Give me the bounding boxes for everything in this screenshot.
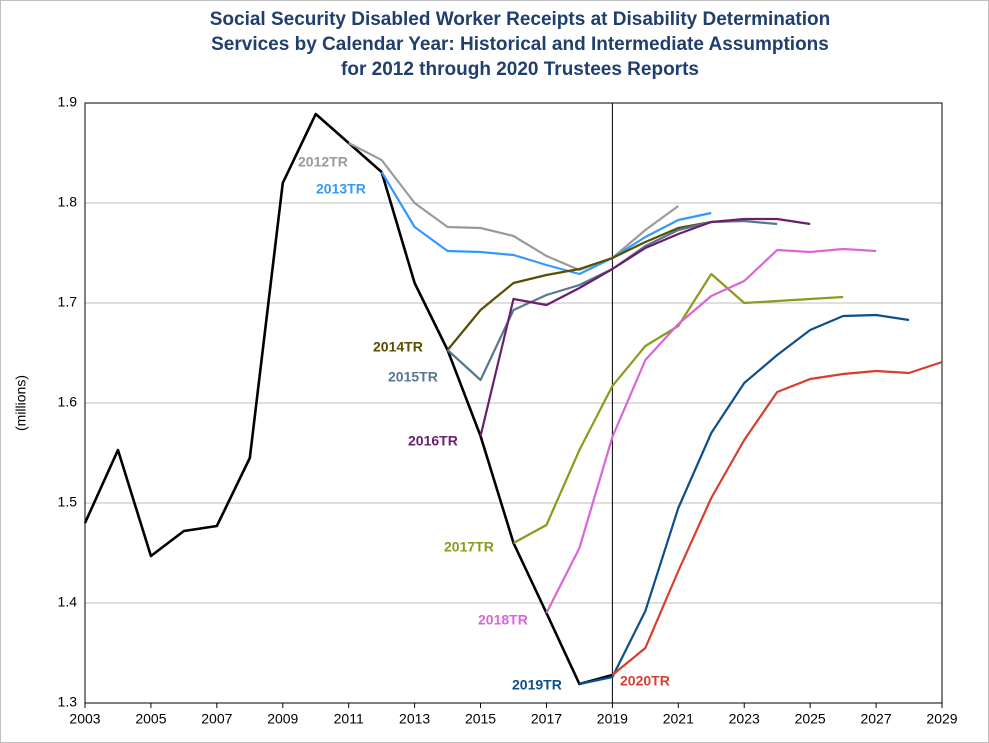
x-tick-label: 2025 xyxy=(795,711,826,727)
chart-title: Social Security Disabled Worker Receipts… xyxy=(210,9,831,30)
series-label: 2020TR xyxy=(620,673,670,689)
series-label: 2019TR xyxy=(512,677,562,693)
plot-border xyxy=(84,102,943,704)
y-tick-label: 1.9 xyxy=(58,94,78,110)
series-line xyxy=(611,360,943,676)
y-tick-label: 1.5 xyxy=(58,494,78,510)
series-label: 2012TR xyxy=(298,154,348,170)
y-axis-label: (millions) xyxy=(13,375,29,431)
x-tick-label: 2011 xyxy=(334,711,364,727)
x-tick-label: 2019 xyxy=(597,711,628,727)
x-tick-label: 2023 xyxy=(729,711,760,727)
series-label: 2017TR xyxy=(444,539,494,555)
series-line xyxy=(380,171,712,276)
x-tick-label: 2015 xyxy=(465,711,496,727)
series-line xyxy=(83,112,613,686)
series-line xyxy=(545,247,877,614)
chart-title: Services by Calendar Year: Historical an… xyxy=(211,34,829,55)
series-label: 2016TR xyxy=(408,433,458,449)
x-tick-label: 2029 xyxy=(926,711,957,727)
x-tick-label: 2027 xyxy=(860,711,891,727)
chart-title: for 2012 through 2020 Trustees Reports xyxy=(341,59,699,80)
x-tick-label: 2009 xyxy=(267,711,298,727)
series-line xyxy=(512,272,844,544)
x-tick-label: 2003 xyxy=(69,711,100,727)
y-tick-label: 1.8 xyxy=(58,194,78,210)
x-tick-label: 2005 xyxy=(135,711,166,727)
y-tick-label: 1.4 xyxy=(58,594,78,610)
series-line xyxy=(479,217,811,437)
series-line xyxy=(579,313,910,686)
y-tick-label: 1.3 xyxy=(58,694,78,710)
y-tick-label: 1.7 xyxy=(58,294,78,310)
series-label: 2018TR xyxy=(478,612,528,628)
series-label: 2013TR xyxy=(316,181,366,197)
y-tick-label: 1.6 xyxy=(58,394,78,410)
x-tick-label: 2013 xyxy=(399,711,430,727)
x-tick-label: 2021 xyxy=(663,711,694,727)
x-tick-label: 2017 xyxy=(531,711,562,727)
series-line xyxy=(348,142,679,272)
series-label: 2015TR xyxy=(388,369,438,385)
series-label: 2014TR xyxy=(373,339,423,355)
x-tick-label: 2007 xyxy=(201,711,232,727)
